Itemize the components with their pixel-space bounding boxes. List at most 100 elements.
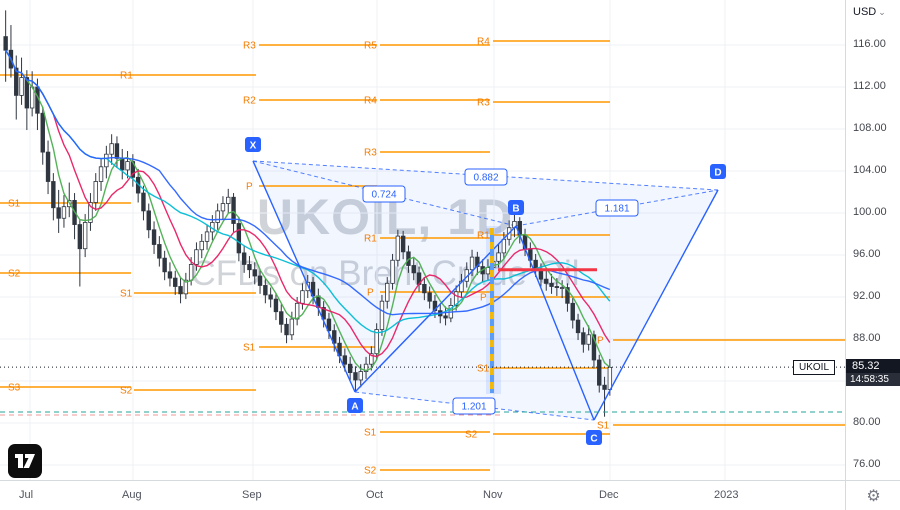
pattern-ratio-badge [362, 185, 406, 203]
pattern-solid-line[interactable] [252, 160, 356, 393]
candle-body [231, 196, 236, 224]
pivot-level-label: S1 [477, 364, 490, 375]
candle-body [411, 265, 416, 274]
currency-selector[interactable]: USD ⌄ [853, 6, 886, 18]
candle-body [554, 286, 560, 288]
price-axis-label: 88.00 [853, 332, 881, 344]
pattern-point-badge[interactable] [710, 164, 726, 179]
candle-body [183, 279, 189, 295]
price-axis-label: 80.00 [853, 416, 881, 428]
candle-body [321, 307, 326, 320]
pivot-level-label: S3 [8, 383, 21, 394]
pivot-level-label: R3 [477, 98, 490, 109]
candle-body [19, 77, 24, 96]
candle-body [45, 151, 51, 182]
candle-body [363, 363, 369, 372]
candle-body [167, 271, 173, 279]
pattern-solid-line[interactable] [593, 189, 719, 421]
time-axis-label: Sep [242, 489, 262, 501]
pattern-point-badge[interactable] [586, 430, 602, 445]
time-axis-label: Nov [483, 489, 503, 501]
candle-body [385, 282, 390, 302]
pattern-solid-line[interactable] [515, 225, 595, 421]
candle-body [597, 359, 602, 386]
candle-body [24, 77, 30, 109]
price-chart[interactable]: R1 S1 S2 S3 S1 S2 R3 R2 P S1 R5 R4 R3 R1 P S1 S2 R4 R3 R1 P S… [0, 0, 845, 480]
time-axis[interactable]: Jul Aug Sep Oct Nov Dec 2023 [0, 480, 845, 510]
pattern-point-badge[interactable] [508, 200, 524, 215]
tradingview-logo[interactable] [8, 444, 42, 483]
candle-body [453, 291, 459, 306]
candle-body [146, 210, 151, 231]
time-axis-label: Dec [599, 489, 619, 501]
candle-body [77, 224, 83, 250]
candle-body [178, 286, 183, 295]
candle-body [141, 192, 146, 212]
candle-body [591, 334, 597, 361]
candle-body [109, 143, 114, 155]
pivot-level-label: R1 [120, 71, 133, 82]
candle-body [40, 112, 45, 153]
price-axis-label: 116.00 [853, 38, 886, 50]
pattern-point-badge[interactable] [347, 398, 363, 413]
price-axis-label: 96.00 [853, 248, 881, 260]
candle-body [236, 223, 242, 254]
candle-body [300, 290, 305, 304]
pattern-ratio-label: 0.882 [473, 173, 498, 184]
candle-body [104, 153, 109, 168]
pattern-dashed-line[interactable] [515, 189, 719, 227]
pivot-level-label: R1 [364, 234, 377, 245]
pattern-ratio-label: 0.724 [371, 190, 396, 201]
candle-body [374, 329, 379, 355]
candle-body [226, 196, 231, 204]
price-axis-label: 100.00 [853, 206, 887, 218]
candle-body [369, 353, 374, 365]
candle-body [422, 283, 427, 294]
candle-body [215, 210, 220, 223]
candle-body [501, 238, 507, 254]
candle-body [204, 231, 210, 242]
pattern-point-label: A [351, 402, 358, 413]
pivot-level-label: S1 [8, 199, 21, 210]
candle-body [93, 181, 98, 203]
pivot-level-label: R4 [364, 96, 377, 107]
candle-body [565, 287, 570, 304]
candle-body [252, 269, 257, 277]
pivot-level-label: P [367, 288, 374, 299]
pattern-fill [355, 226, 594, 420]
pivot-level-label: S2 [8, 269, 21, 280]
time-axis-label: Aug [122, 489, 142, 501]
pattern-ratio-badge [464, 168, 508, 186]
moving-average-line [5, 49, 611, 316]
moving-average-line [5, 49, 611, 358]
settings-gear-icon[interactable]: ⚙ [866, 488, 881, 505]
candle-body [289, 318, 295, 336]
candle-body [570, 302, 575, 321]
candle-body [443, 315, 448, 319]
candle-body [247, 264, 252, 271]
pattern-point-label: B [512, 204, 519, 215]
price-axis-label: 92.00 [853, 290, 881, 302]
pivot-level-label: S1 [364, 428, 377, 439]
pattern-ratio-badge [595, 199, 639, 217]
current-price-badge: 85.32 [846, 359, 900, 374]
chevron-down-icon: ⌄ [878, 7, 886, 17]
pattern-point-label: C [590, 434, 597, 445]
pattern-point-label: X [250, 141, 257, 152]
pivot-level-label: R4 [477, 37, 490, 48]
price-axis[interactable]: USD ⌄ 116.00 112.00 108.00 104.00 100.00 96.00… [845, 0, 900, 480]
candle-body [151, 229, 157, 245]
candle-body [432, 300, 438, 312]
symbol-price-label: UKOIL [793, 360, 836, 376]
candle-body [257, 275, 263, 286]
pattern-point-badge[interactable] [245, 137, 261, 152]
candle-body [544, 278, 549, 284]
candle-body [157, 244, 162, 259]
pattern-solid-line[interactable] [354, 225, 517, 393]
pivot-level-label: S2 [364, 466, 377, 477]
pattern-ratio-label: 1.201 [461, 402, 486, 413]
candle-body [347, 363, 353, 374]
candle-body [125, 161, 130, 171]
chart-canvas[interactable]: UKOIL, 1D CFDs on Brent Crude Oil R1S1S2… [0, 0, 845, 480]
candle-body [400, 235, 406, 253]
